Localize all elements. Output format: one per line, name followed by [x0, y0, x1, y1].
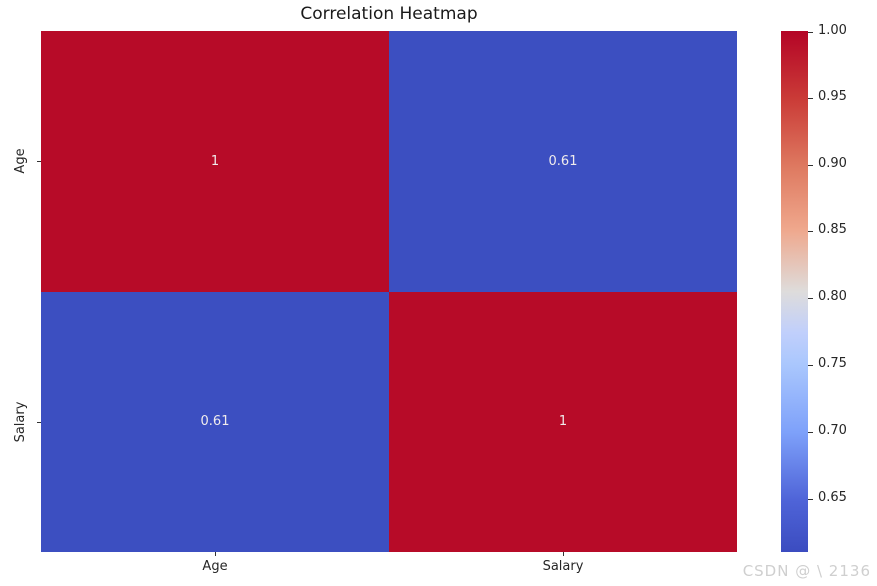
colorbar-tick-label: 0.95: [818, 89, 847, 104]
x-tick-mark: [563, 552, 564, 556]
cell-value: 1: [210, 153, 220, 169]
chart-title: Correlation Heatmap: [300, 4, 478, 24]
x-tick-mark: [215, 552, 216, 556]
colorbar-tick-label: 0.65: [818, 490, 847, 505]
x-tick-label-salary: Salary: [542, 559, 584, 574]
colorbar-tick-label: 1.00: [818, 23, 847, 38]
heatmap-cell-age-age: 1: [41, 31, 389, 292]
y-tick-mark: [37, 161, 41, 162]
watermark-text: CSDN @ \ 2136: [742, 562, 871, 580]
heatmap-cell-age-salary: 0.61: [389, 31, 737, 292]
colorbar-tick-mark: [808, 432, 813, 433]
heatmap-plot: 1 0.61 0.61 1: [41, 31, 737, 552]
y-tick-label-salary: Salary: [12, 401, 28, 443]
colorbar-tick-mark: [808, 298, 813, 299]
colorbar-tick-label: 0.80: [818, 289, 847, 304]
colorbar-tick-mark: [808, 98, 813, 99]
colorbar-tick-mark: [808, 499, 813, 500]
cell-value: 0.61: [548, 153, 578, 169]
x-tick-label-age: Age: [202, 559, 228, 574]
colorbar-tick-label: 0.90: [818, 156, 847, 171]
colorbar-tick-mark: [808, 231, 813, 232]
heatmap-cell-salary-age: 0.61: [41, 291, 389, 552]
colorbar-tick-label: 0.75: [818, 356, 847, 371]
colorbar-tick-label: 0.85: [818, 222, 847, 237]
y-tick-label-age: Age: [12, 148, 28, 174]
cell-value: 1: [558, 414, 568, 430]
heatmap-cell-salary-salary: 1: [389, 291, 737, 552]
colorbar-tick-mark: [808, 365, 813, 366]
colorbar-tick-mark: [808, 165, 813, 166]
colorbar-gradient: [781, 31, 808, 552]
y-tick-mark: [37, 422, 41, 423]
colorbar-tick-mark: [808, 32, 813, 33]
cell-value: 0.61: [200, 414, 230, 430]
colorbar-tick-label: 0.70: [818, 423, 847, 438]
